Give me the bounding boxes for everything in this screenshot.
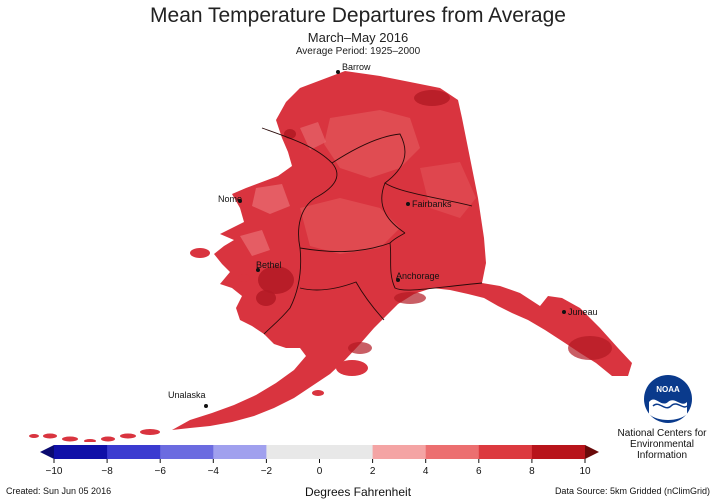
colorbar-segment: [478, 445, 533, 459]
colorbar-segment: [54, 445, 108, 459]
colorbar-tick-label: −2: [261, 466, 273, 477]
legend-units: Degrees Fahrenheit: [304, 485, 412, 499]
city-anchorage: Anchorage: [396, 271, 440, 282]
coastal-islands: [190, 248, 368, 396]
map-title: Mean Temperature Departures from Average: [150, 4, 566, 27]
org-line-2: Environmental: [630, 439, 694, 450]
colorbar-tick-label: 4: [423, 466, 429, 477]
svg-text:Nome: Nome: [218, 194, 242, 204]
aleutian-islands: [29, 429, 160, 442]
average-period: Average Period: 1925–2000: [295, 46, 421, 57]
svg-text:Fairbanks: Fairbanks: [412, 199, 452, 209]
org-line-3: Information: [636, 450, 688, 461]
svg-text:NOAA: NOAA: [656, 385, 680, 394]
colorbar-segment: [531, 445, 586, 459]
org-line-1: National Centers for: [617, 428, 707, 439]
alaska-mainland: [172, 71, 632, 430]
colorbar-segment: [213, 445, 267, 459]
map-subtitle: March–May 2016: [307, 30, 409, 45]
colorbar-tick-label: −6: [154, 466, 166, 477]
city-unalaska: Unalaska: [168, 390, 208, 408]
colorbar-segment: [160, 445, 214, 459]
svg-text:Anchorage: Anchorage: [396, 271, 440, 281]
noaa-logo: NOAA: [644, 375, 692, 423]
colorbar-segment: [425, 445, 480, 459]
alaska-map: Barrow Nome Fairbanks Bethel Anchorage J…: [29, 62, 632, 442]
data-source: Data Source: 5km Gridded (nClimGrid): [554, 486, 710, 496]
anomaly-shading: [240, 110, 476, 256]
colorbar-segment: [372, 445, 427, 459]
colorbar-segment: [319, 445, 374, 459]
colorbar-tick-label: 0: [317, 466, 323, 477]
colorbar-tick-label: 2: [370, 466, 376, 477]
colorbar-tick-label: −4: [208, 466, 220, 477]
colorbar-segment: [107, 445, 161, 459]
colorbar-tick-label: −8: [101, 466, 113, 477]
city-nome: Nome: [218, 194, 242, 204]
svg-text:Unalaska: Unalaska: [168, 390, 206, 400]
colorbar-tick-label: 6: [476, 466, 482, 477]
warmest-areas: [256, 90, 612, 360]
svg-text:Juneau: Juneau: [568, 307, 598, 317]
colorbar-max-arrow: [585, 445, 599, 459]
svg-text:Barrow: Barrow: [342, 62, 371, 72]
colorbar-tick-label: 8: [529, 466, 535, 477]
city-bethel: Bethel: [256, 260, 282, 272]
created-date: Created: Sun Jun 05 2016: [6, 486, 112, 496]
city-fairbanks: Fairbanks: [406, 199, 452, 209]
svg-text:Bethel: Bethel: [256, 260, 282, 270]
colorbar-legend: −10 −8 −6 −4 −2 0 2 4 6 8 10: [40, 445, 599, 477]
colorbar-min-arrow: [40, 445, 54, 459]
colorbar-tick-label: 10: [579, 466, 591, 477]
city-barrow: Barrow: [336, 62, 371, 74]
colorbar-segment: [266, 445, 320, 459]
colorbar-tick-label: −10: [46, 466, 63, 477]
city-juneau: Juneau: [562, 307, 598, 317]
climate-division-lines: [261, 127, 483, 335]
